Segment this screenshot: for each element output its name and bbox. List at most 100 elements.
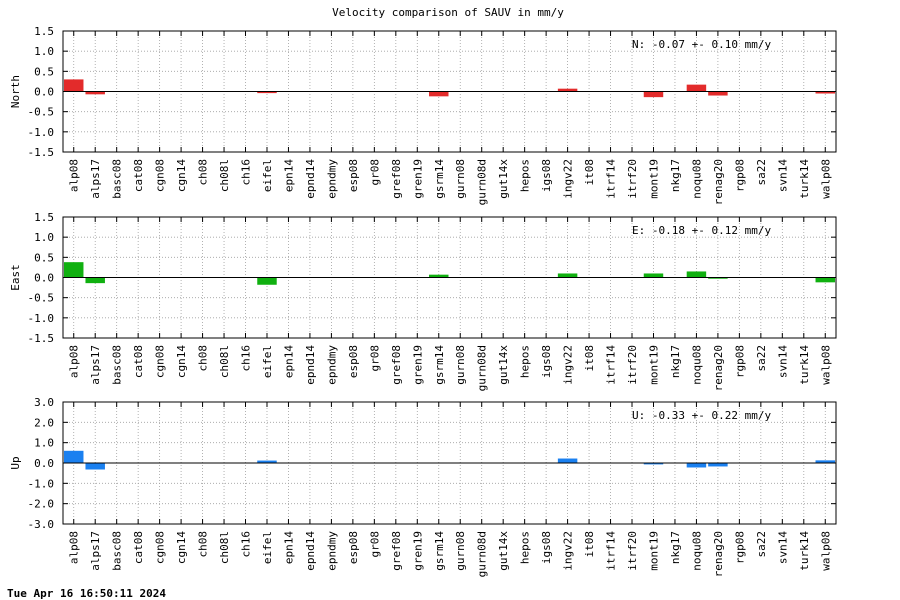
- chart-0-bar-eifel: [257, 91, 277, 94]
- chart-0-bar-alps17: [85, 91, 105, 95]
- chart-0-xtick-label: gren19: [411, 159, 424, 199]
- chart-1-bar-alps17: [85, 277, 105, 284]
- chart-0-xtick-label: svn14: [776, 159, 789, 192]
- chart-2-ytick-label: -3.0: [28, 518, 55, 531]
- chart-1-ylabel: East: [9, 264, 22, 291]
- chart-0-ytick-label: 0.5: [34, 65, 54, 78]
- chart-0-ytick-label: 1.5: [34, 25, 54, 38]
- chart-1-xtick-label: cgn14: [175, 345, 188, 378]
- chart-2-ytick-label: 0.0: [34, 457, 54, 470]
- chart-2-xtick-label: hepos: [519, 531, 532, 564]
- chart-0-xtick-label: noqu08: [690, 159, 703, 199]
- chart-1-ytick-label: -1.5: [28, 332, 55, 345]
- chart-1-xtick-label: cat08: [132, 345, 145, 378]
- chart-1-bar-walp08: [815, 277, 835, 283]
- chart-2-xtick-label: sa22: [755, 531, 768, 558]
- chart-0-xtick-label: epnd14: [304, 159, 317, 199]
- chart-1-ytick-label: 1.5: [34, 211, 54, 224]
- chart-0-ytick-label: -1.0: [28, 126, 55, 139]
- chart-1-xtick-label: igs08: [540, 345, 553, 378]
- chart-2-bar-renag20: [708, 463, 728, 467]
- chart-1-frame: [62, 216, 837, 339]
- chart-1-bar-gsrm14: [429, 274, 449, 278]
- chart-2-bar-ingv22: [557, 458, 578, 463]
- chart-1-xtick-label: alp08: [68, 345, 81, 378]
- chart-0-ytick-label: 1.0: [34, 45, 54, 58]
- chart-0-xtick-label: eifel: [261, 159, 274, 192]
- chart-1-bar-noqu08: [686, 271, 707, 278]
- chart-2-xtick-label: cat08: [132, 531, 145, 564]
- chart-0-xtick-label: esp08: [347, 159, 360, 192]
- chart-2-xtick-label: itrf14: [605, 531, 618, 571]
- chart-1-xtick-label: nkg17: [669, 345, 682, 378]
- chart-0-xtick-label: hepos: [519, 159, 532, 192]
- chart-2-xtick-label: cgn14: [175, 531, 188, 564]
- chart-1-xtick-label: cgn08: [154, 345, 167, 378]
- chart-1-ytick-label: 1.0: [34, 231, 54, 244]
- chart-2-annotation: U: -0.33 +- 0.22 mm/y: [632, 409, 771, 422]
- chart-2-xtick-label: epndmy: [325, 531, 338, 571]
- chart-1-xtick-label: hepos: [519, 345, 532, 378]
- chart-1-bar-renag20: [708, 277, 728, 279]
- chart-2-xtick-label: cgn08: [154, 531, 167, 564]
- chart-0-xtick-label: gurn08d: [476, 159, 489, 205]
- chart-1-xtick-label: gsrm14: [433, 345, 446, 385]
- chart-0-panel: 1.5 1.0 0.5 0.0 -0.5 -1.0 -1.5 alp08 alps17 basc0…: [9, 25, 837, 205]
- chart-2-bar-noqu08: [686, 463, 707, 468]
- chart-2-xtick-label: epnd14: [304, 531, 317, 571]
- chart-0-xtick-label: renag20: [712, 159, 725, 205]
- chart-0-bar-gsrm14: [429, 91, 449, 97]
- chart-0-xtick-label: cgn14: [175, 159, 188, 192]
- chart-2-panel: 3.0 2.0 1.0 0.0 -1.0 -2.0 -3.0 alp08 alps17 basc0…: [9, 396, 837, 577]
- chart-2-xtick-label: renag20: [712, 531, 725, 577]
- chart-0-bar-mont19: [643, 91, 664, 98]
- chart-2-xtick-label: it08: [583, 531, 596, 558]
- chart-0-xtick-label: turk14: [798, 159, 811, 199]
- chart-0-xtick-label: mont19: [647, 159, 660, 199]
- chart-2-xtick-label: ch16: [240, 531, 253, 558]
- chart-1-xtick-label: esp08: [347, 345, 360, 378]
- chart-0-annotation: N: -0.07 +- 0.10 mm/y: [632, 38, 771, 51]
- chart-1-xtick-label: sa22: [755, 345, 768, 372]
- chart-2-ytick-label: 3.0: [34, 396, 54, 409]
- chart-1-bar-alp08: [64, 262, 84, 278]
- chart-0-xtick-label: gurn08: [454, 159, 467, 199]
- chart-2-xtick-label: gr08: [368, 531, 381, 558]
- chart-1-xtick-label: mont19: [647, 345, 660, 385]
- chart-2-xtick-label: nkg17: [669, 531, 682, 564]
- chart-1-ytick-label: -1.0: [28, 312, 55, 325]
- chart-2-bar-eifel: [257, 460, 277, 463]
- chart-2-xtick-label: igs08: [540, 531, 553, 564]
- chart-0-ytick-label: -1.5: [28, 146, 55, 159]
- chart-1-xtick-label: eifel: [261, 345, 274, 378]
- chart-0-ytick-label: -0.5: [28, 106, 55, 119]
- chart-1-xtick-label: gren19: [411, 345, 424, 385]
- chart-1-annotation: E: -0.18 +- 0.12 mm/y: [632, 224, 771, 237]
- chart-0-frame: [62, 30, 837, 153]
- chart-2-xtick-label: eifel: [261, 531, 274, 564]
- chart-0-xtick-label: ch16: [240, 159, 253, 186]
- chart-1-xtick-label: itrf14: [605, 345, 618, 385]
- chart-0-xtick-label: alp08: [68, 159, 81, 192]
- chart-0-xtick-label: igs08: [540, 159, 553, 192]
- chart-2-bar-alp08: [64, 450, 84, 463]
- chart-0-bar-ingv22: [557, 88, 578, 92]
- chart-0-xtick-label: nkg17: [669, 159, 682, 192]
- chart-2-xtick-label: turk14: [798, 531, 811, 571]
- chart-1-bar-eifel: [257, 277, 277, 285]
- chart-0-ytick-label: 0.0: [34, 86, 54, 99]
- chart-2-xtick-label: alp08: [68, 531, 81, 564]
- chart-1-xtick-label: itrf20: [626, 345, 639, 385]
- chart-0-xtick-label: it08: [583, 159, 596, 186]
- chart-1-xtick-label: gurn08d: [476, 345, 489, 391]
- chart-2-xtick-label: gurn08d: [476, 531, 489, 577]
- chart-0-bar-alp08: [64, 79, 84, 92]
- chart-1-ytick-label: -0.5: [28, 292, 55, 305]
- chart-1-xtick-label: ingv22: [562, 345, 575, 385]
- chart-2-bar-walp08: [815, 460, 835, 463]
- chart-1-xtick-label: epn14: [282, 345, 295, 378]
- chart-1-xtick-label: it08: [583, 345, 596, 372]
- chart-1-xtick-label: gurn08: [454, 345, 467, 385]
- chart-2-ytick-label: 1.0: [34, 437, 54, 450]
